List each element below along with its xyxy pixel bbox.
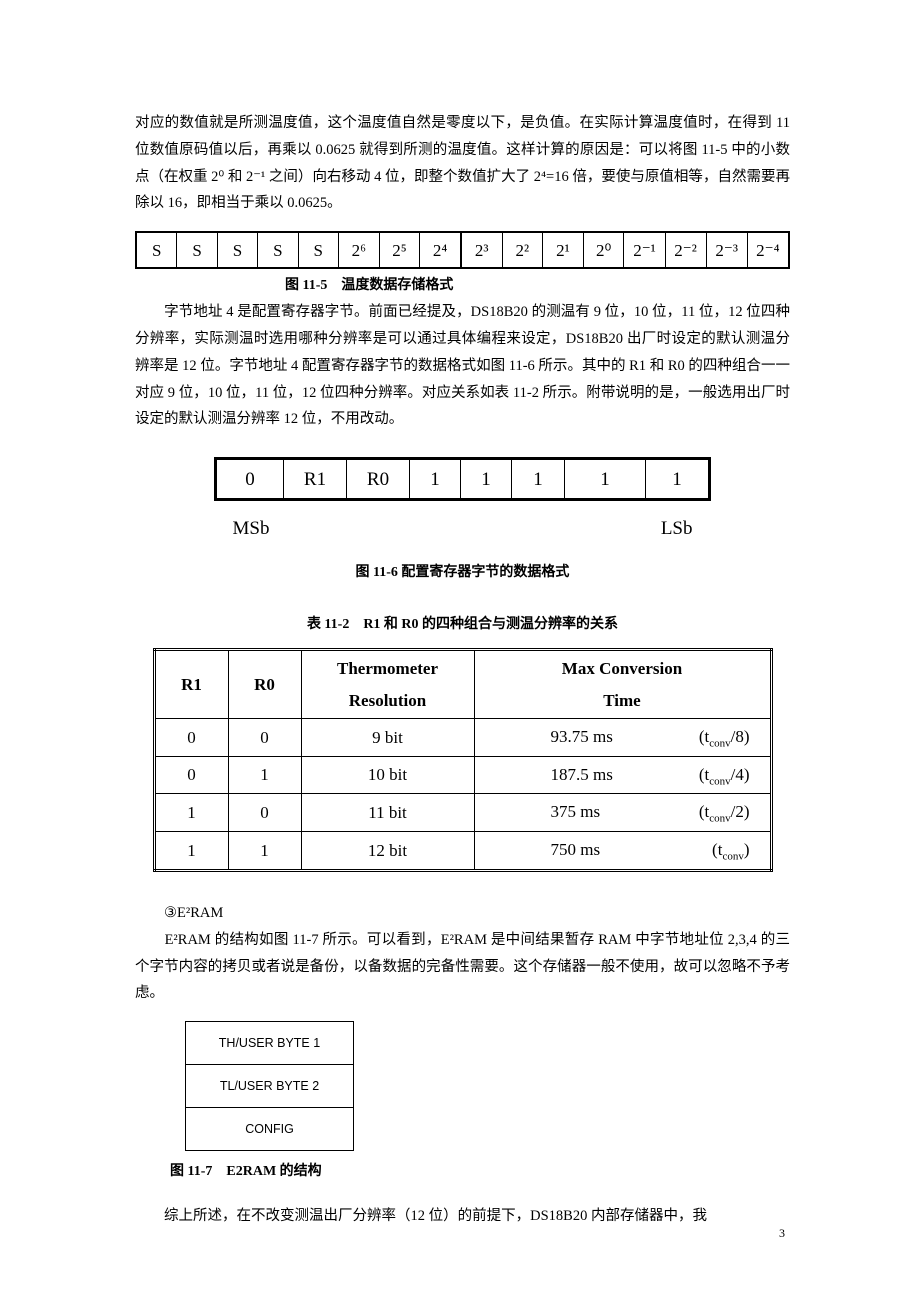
page-number: 3: [779, 1222, 785, 1244]
lsb-label: LSb: [661, 511, 693, 546]
config-cell: 0: [216, 459, 284, 500]
bit-cell: S: [136, 232, 177, 268]
bit-cell: S: [258, 232, 298, 268]
config-register-table: 0R1R011111: [214, 457, 711, 501]
bit-storage-table: SSSSS2⁶2⁵2⁴2³2²2¹2⁰2⁻¹2⁻²2⁻³2⁻⁴: [135, 231, 790, 269]
e2ram-cell: TL/USER BYTE 2: [186, 1065, 354, 1108]
table-cell: 10 bit: [301, 756, 474, 794]
bit-cell: 2²: [502, 232, 543, 268]
table-cell: 0: [154, 756, 228, 794]
table-row: 0110 bit187.5 ms(tconv/4): [154, 756, 771, 794]
table-row: 1011 bit375 ms(tconv/2): [154, 794, 771, 832]
config-register-labels: MSb LSb: [227, 511, 699, 546]
table-row: 009 bit93.75 ms(tconv/8): [154, 719, 771, 757]
bit-cell: S: [298, 232, 338, 268]
msb-label: MSb: [233, 511, 270, 546]
figure-11-6-caption: 图 11-6 配置寄存器字节的数据格式: [135, 560, 790, 586]
table-header: R1: [154, 650, 228, 719]
bit-cell: S: [177, 232, 217, 268]
figure-11-5: SSSSS2⁶2⁵2⁴2³2²2¹2⁰2⁻¹2⁻²2⁻³2⁻⁴: [135, 231, 790, 269]
bit-cell: 2⁵: [379, 232, 420, 268]
bit-cell: 2¹: [543, 232, 584, 268]
table-cell: 93.75 ms(tconv/8): [474, 719, 771, 757]
table-cell: 1: [228, 832, 301, 871]
table-header: Max ConversionTime: [474, 650, 771, 719]
bit-cell: 2⁻¹: [624, 232, 665, 268]
config-cell: 1: [565, 459, 646, 500]
bit-cell: 2³: [461, 232, 502, 268]
paragraph-2: 字节地址 4 是配置寄存器字节。前面已经提及，DS18B20 的测温有 9 位，…: [135, 299, 790, 433]
figure-11-5-caption: 图 11-5 温度数据存储格式: [285, 273, 790, 299]
e2ram-cell: TH/USER BYTE 1: [186, 1022, 354, 1065]
config-cell: 1: [646, 459, 710, 500]
last-paragraph: 综上所述，在不改变测温出厂分辨率（12 位）的前提下，DS18B20 内部存储器…: [135, 1203, 790, 1230]
table-cell: 1: [154, 794, 228, 832]
e2ram-table: TH/USER BYTE 1TL/USER BYTE 2CONFIG: [185, 1021, 354, 1151]
figure-11-6: 0R1R011111 MSb LSb: [135, 457, 790, 546]
table-row: 1112 bit750 ms(tconv): [154, 832, 771, 871]
config-cell: 1: [410, 459, 461, 500]
config-cell: 1: [461, 459, 512, 500]
bit-cell: 2⁰: [583, 232, 624, 268]
table-cell: 0: [154, 719, 228, 757]
table-cell: 1: [154, 832, 228, 871]
e2ram-cell: CONFIG: [186, 1108, 354, 1151]
bit-cell: S: [217, 232, 257, 268]
bit-cell: 2⁶: [338, 232, 379, 268]
config-cell: R1: [284, 459, 347, 500]
table-cell: 750 ms(tconv): [474, 832, 771, 871]
bit-cell: 2⁻²: [665, 232, 706, 268]
paragraph-1: 对应的数值就是所测温度值，这个温度值自然是零度以下，是负值。在实际计算温度值时，…: [135, 110, 790, 217]
config-cell: R0: [347, 459, 410, 500]
e2ram-heading: ③E²RAM: [135, 900, 790, 927]
table-cell: 187.5 ms(tconv/4): [474, 756, 771, 794]
table-header: R0: [228, 650, 301, 719]
table-cell: 11 bit: [301, 794, 474, 832]
table-cell: 9 bit: [301, 719, 474, 757]
figure-11-7-caption: 图 11-7 E2RAM 的结构: [135, 1159, 790, 1185]
table-header: ThermometerResolution: [301, 650, 474, 719]
bit-cell: 2⁻³: [706, 232, 747, 268]
table-cell: 375 ms(tconv/2): [474, 794, 771, 832]
e2ram-body: E²RAM 的结构如图 11-7 所示。可以看到，E²RAM 是中间结果暂存 R…: [135, 927, 790, 1007]
table-11-2-title: 表 11-2 R1 和 R0 的四种组合与测温分辨率的关系: [135, 612, 790, 638]
table-cell: 1: [228, 756, 301, 794]
config-cell: 1: [512, 459, 565, 500]
table-cell: 0: [228, 719, 301, 757]
bit-cell: 2⁻⁴: [747, 232, 789, 268]
document-page: 对应的数值就是所测温度值，这个温度值自然是零度以下，是负值。在实际计算温度值时，…: [0, 0, 920, 1302]
bit-cell: 2⁴: [420, 232, 461, 268]
table-cell: 0: [228, 794, 301, 832]
resolution-table: R1R0ThermometerResolutionMax ConversionT…: [153, 648, 773, 872]
figure-11-7: TH/USER BYTE 1TL/USER BYTE 2CONFIG: [185, 1021, 790, 1151]
table-cell: 12 bit: [301, 832, 474, 871]
